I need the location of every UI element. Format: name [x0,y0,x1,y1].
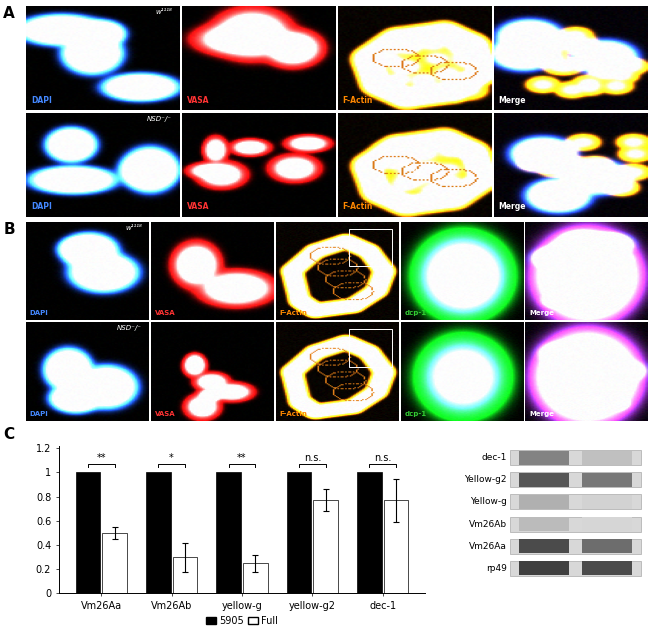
Bar [582,561,632,575]
Bar [519,561,569,575]
Bar [357,472,382,593]
Bar [75,472,100,593]
Text: Vm26Aa: Vm26Aa [469,542,507,551]
Text: Merge: Merge [529,411,554,417]
Text: **: ** [96,453,106,463]
Text: Yellow-g2: Yellow-g2 [464,475,507,484]
Bar [173,557,198,593]
Text: VASA: VASA [187,96,209,105]
Bar [509,517,642,532]
Text: VASA: VASA [154,411,175,417]
Text: n.s.: n.s. [303,453,321,463]
Bar [509,494,642,509]
Bar [509,472,642,487]
Bar [509,561,642,576]
Bar [582,539,632,553]
Bar [519,473,569,487]
Bar [384,501,409,593]
Text: w¹¹¹⁸: w¹¹¹⁸ [126,225,142,230]
Text: A: A [3,6,15,21]
Bar [582,517,632,531]
Text: NSD⁻/⁻: NSD⁻/⁻ [147,116,172,122]
Text: VASA: VASA [154,310,175,316]
Text: F-Actin: F-Actin [279,411,307,417]
Text: dcp-1: dcp-1 [404,411,426,417]
Bar [146,472,171,593]
Text: Vm26Ab: Vm26Ab [468,519,507,529]
Text: Yellow-g: Yellow-g [470,497,507,506]
Text: Merge: Merge [499,202,526,212]
Legend: 5905, Full: 5905, Full [202,612,282,628]
Text: dcp-1: dcp-1 [404,310,426,316]
Bar [582,473,632,487]
Bar [216,472,241,593]
Text: F-Actin: F-Actin [343,202,373,212]
Text: F-Actin: F-Actin [279,310,307,316]
Text: **: ** [237,453,247,463]
Text: VASA: VASA [187,202,209,212]
Bar [519,517,569,531]
Text: w¹¹¹⁸: w¹¹¹⁸ [155,9,172,16]
Text: Merge: Merge [499,96,526,105]
Text: DAPI: DAPI [31,96,52,105]
Text: *: * [169,453,174,463]
Text: DAPI: DAPI [31,202,52,212]
Text: rp49: rp49 [486,564,507,573]
Bar [509,539,642,554]
Bar [243,563,267,593]
Bar [102,533,127,593]
Text: Merge: Merge [529,310,554,316]
Bar [519,451,569,465]
Bar [582,495,632,509]
Text: NSD⁻/⁻: NSD⁻/⁻ [117,325,142,332]
Text: n.s.: n.s. [374,453,392,463]
Bar [519,539,569,553]
Bar [582,451,632,465]
Bar [509,450,642,465]
Bar [286,472,311,593]
Bar [313,501,338,593]
Text: dec-1: dec-1 [481,453,507,462]
Text: F-Actin: F-Actin [343,96,373,105]
Bar [349,229,392,266]
Text: B: B [3,222,15,237]
Text: DAPI: DAPI [30,411,48,417]
Text: C: C [3,427,14,442]
Text: DAPI: DAPI [30,310,48,316]
Bar [349,329,392,367]
Bar [519,495,569,509]
